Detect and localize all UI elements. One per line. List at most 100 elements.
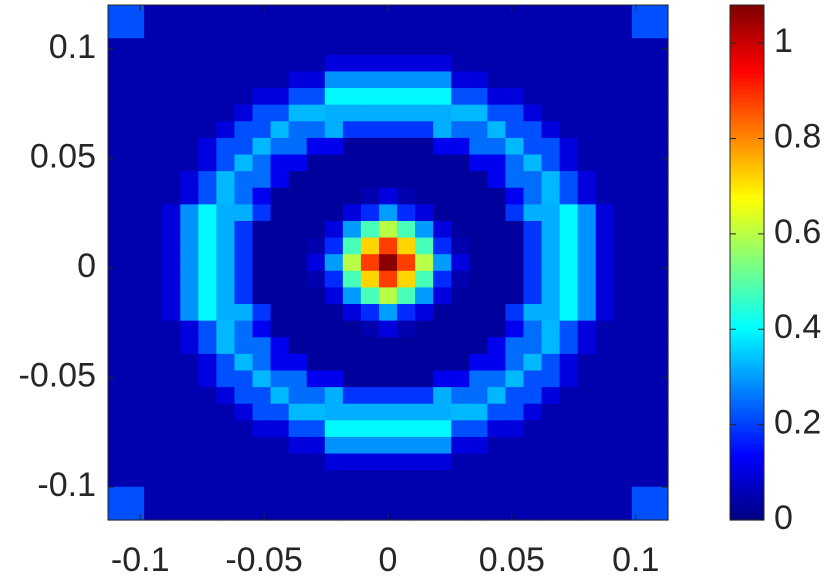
heatmap-cell bbox=[360, 370, 380, 388]
heatmap-cell bbox=[559, 304, 579, 322]
colorbar-swatch bbox=[730, 254, 764, 260]
heatmap-cell bbox=[559, 486, 579, 504]
colorbar-swatch bbox=[730, 117, 764, 123]
heatmap-cell bbox=[126, 220, 145, 239]
heatmap-cell bbox=[360, 503, 380, 521]
heatmap-cell bbox=[108, 71, 127, 89]
x-tick-label: 0.1 bbox=[612, 541, 659, 579]
heatmap-cell bbox=[270, 104, 290, 122]
heatmap-cell bbox=[180, 187, 199, 205]
heatmap-cell bbox=[559, 320, 579, 338]
heatmap-cell bbox=[162, 121, 181, 139]
heatmap-cell bbox=[216, 154, 236, 172]
heatmap-cell bbox=[252, 436, 272, 455]
heatmap-cell bbox=[144, 470, 163, 488]
heatmap-cell bbox=[559, 54, 579, 73]
colorbar-swatch bbox=[730, 13, 764, 18]
heatmap-cell bbox=[360, 486, 380, 504]
heatmap-cell bbox=[613, 387, 633, 405]
colorbar-swatch bbox=[730, 69, 764, 74]
heatmap-cell bbox=[360, 38, 380, 56]
heatmap-cell bbox=[378, 503, 398, 521]
heatmap-cell bbox=[451, 204, 470, 222]
heatmap-cell bbox=[180, 38, 199, 56]
heatmap-cell bbox=[469, 320, 488, 338]
heatmap-cell bbox=[342, 287, 362, 305]
heatmap-cell bbox=[360, 5, 380, 23]
heatmap-cell bbox=[216, 403, 236, 421]
heatmap-cell bbox=[342, 137, 362, 156]
heatmap-cell bbox=[198, 436, 217, 455]
heatmap-cell bbox=[415, 337, 434, 355]
colorbar-swatch bbox=[730, 141, 764, 147]
heatmap-cell bbox=[613, 71, 633, 89]
heatmap-cell bbox=[108, 287, 127, 305]
heatmap-cell bbox=[378, 237, 398, 255]
heatmap-cell bbox=[613, 287, 633, 305]
heatmap-cell bbox=[541, 187, 561, 205]
heatmap-cell bbox=[108, 486, 127, 504]
heatmap-cell bbox=[541, 503, 561, 521]
heatmap-cell bbox=[162, 470, 181, 488]
heatmap-cell bbox=[360, 88, 380, 106]
heatmap-cell bbox=[180, 204, 199, 222]
heatmap-cell bbox=[595, 121, 615, 139]
heatmap-cell bbox=[469, 137, 488, 156]
heatmap-cell bbox=[360, 436, 380, 455]
heatmap-cell bbox=[378, 88, 398, 106]
heatmap-cell bbox=[613, 470, 633, 488]
heatmap-cell bbox=[487, 104, 507, 122]
heatmap-cell bbox=[144, 220, 163, 239]
heatmap-cell bbox=[288, 287, 308, 305]
heatmap-cell bbox=[108, 420, 127, 438]
colorbar-swatch bbox=[730, 93, 764, 99]
heatmap-cell bbox=[451, 470, 470, 488]
heatmap-cell bbox=[469, 436, 488, 455]
colorbar-swatch bbox=[730, 463, 764, 469]
heatmap-cell bbox=[415, 270, 434, 289]
heatmap-cell bbox=[613, 503, 633, 521]
heatmap-cell bbox=[306, 187, 326, 205]
heatmap-cell bbox=[306, 304, 326, 322]
heatmap-cell bbox=[415, 436, 434, 455]
heatmap-cell bbox=[595, 237, 615, 255]
heatmap-cell bbox=[433, 287, 452, 305]
colorbar-swatch bbox=[730, 25, 764, 30]
y-tick-label: 0.1 bbox=[49, 28, 96, 66]
heatmap-cell bbox=[397, 304, 416, 322]
heatmap-cell bbox=[252, 403, 272, 421]
heatmap-cell bbox=[433, 353, 452, 372]
heatmap-cell bbox=[541, 5, 561, 23]
heatmap-cell bbox=[162, 237, 181, 255]
heatmap-cell bbox=[270, 5, 290, 23]
heatmap-cell bbox=[541, 54, 561, 73]
heatmap-cell bbox=[234, 54, 254, 73]
heatmap-cell bbox=[397, 486, 416, 504]
colorbar-swatch bbox=[730, 145, 764, 151]
heatmap-cell bbox=[415, 21, 434, 39]
heatmap-cell bbox=[595, 287, 615, 305]
heatmap-cell bbox=[631, 287, 651, 305]
heatmap-cell bbox=[288, 154, 308, 172]
heatmap-cell bbox=[306, 503, 326, 521]
heatmap-cell bbox=[469, 486, 488, 504]
heatmap-cell bbox=[559, 171, 579, 189]
heatmap-cell bbox=[342, 204, 362, 222]
heatmap-cell bbox=[234, 21, 254, 39]
heatmap-cell bbox=[162, 387, 181, 405]
heatmap-cell bbox=[397, 403, 416, 421]
heatmap-cell bbox=[288, 353, 308, 372]
heatmap-cell bbox=[342, 470, 362, 488]
heatmap-cell bbox=[595, 486, 615, 504]
heatmap-cell bbox=[198, 287, 217, 305]
colorbar-swatch bbox=[730, 9, 764, 14]
heatmap-cell bbox=[144, 420, 163, 438]
heatmap-cell bbox=[162, 204, 181, 222]
heatmap-cell bbox=[108, 403, 127, 421]
heatmap-cell bbox=[649, 5, 669, 23]
heatmap-cell bbox=[288, 387, 308, 405]
heatmap-cell bbox=[342, 403, 362, 421]
heatmap-cell bbox=[469, 270, 488, 289]
heatmap-cell bbox=[144, 486, 163, 504]
heatmap-cell bbox=[360, 187, 380, 205]
